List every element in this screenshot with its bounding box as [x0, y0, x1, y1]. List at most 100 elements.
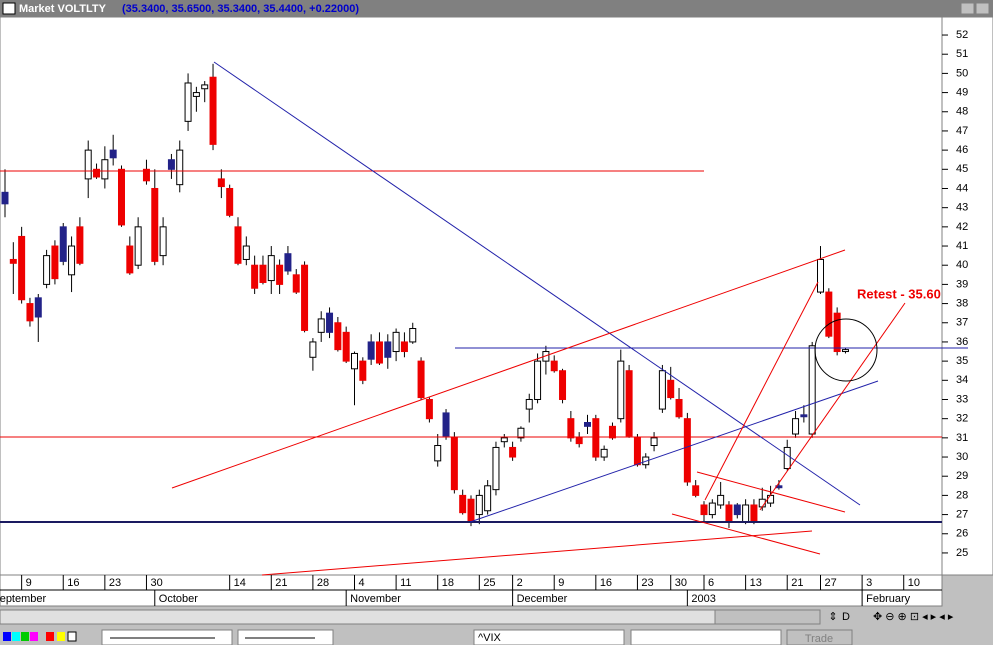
month-label: October	[159, 593, 198, 605]
candle-body	[633, 437, 641, 466]
candle-body	[34, 297, 42, 318]
close-button[interactable]	[975, 2, 990, 15]
y-tick-label: 28	[956, 489, 968, 501]
trade-label: Trade	[805, 633, 833, 645]
candle-body	[425, 398, 433, 420]
x-tick-label: 18	[442, 577, 454, 589]
candle-body	[217, 178, 225, 188]
steep-line	[759, 302, 906, 511]
swatch[interactable]	[21, 632, 29, 641]
candle-body	[151, 187, 159, 262]
y-tick-label: 38	[956, 297, 968, 309]
candle-body	[259, 264, 267, 283]
candle-body	[159, 226, 167, 257]
candle-body	[43, 255, 51, 285]
candle-body	[467, 498, 475, 523]
price-axis	[941, 16, 993, 576]
steep-line	[704, 281, 819, 501]
y-tick-label: 50	[956, 67, 968, 79]
candle-body	[167, 159, 175, 170]
symbol: ^VIX	[478, 632, 502, 644]
month-label: February	[866, 593, 911, 605]
scroll-thumb[interactable]	[714, 609, 821, 625]
candle-body	[492, 446, 500, 491]
swatch[interactable]	[30, 632, 38, 641]
candle-body	[417, 360, 425, 399]
x-tick-label: 27	[825, 577, 837, 589]
swatch[interactable]	[57, 632, 65, 641]
candle-body	[93, 168, 101, 178]
y-tick-label: 40	[956, 259, 968, 271]
downtrend-line	[213, 61, 861, 506]
x-tick-label: 11	[400, 577, 411, 589]
candle-body	[309, 341, 317, 358]
scroll-track[interactable]	[0, 609, 716, 625]
y-tick-label: 45	[956, 163, 968, 175]
candle-body	[142, 168, 150, 182]
trade-button[interactable]	[786, 629, 853, 645]
retest-circle	[814, 318, 878, 382]
candle-body	[841, 349, 849, 353]
x-tick-label: 4	[358, 577, 364, 589]
y-tick-label: 43	[956, 202, 968, 214]
candle-body	[833, 312, 841, 353]
zoom-buttons[interactable]: ✥ ⊖ ⊕ ⊡ ◂ ▸ ◂ ▸	[873, 611, 954, 623]
symbol-select[interactable]	[473, 629, 625, 645]
swatch[interactable]	[67, 631, 77, 642]
y-tick-label: 25	[956, 547, 968, 559]
tool-icons[interactable]	[360, 631, 460, 645]
candle-body	[675, 398, 683, 418]
candle-body	[683, 418, 691, 483]
candle-body	[717, 494, 725, 506]
candle-body	[450, 437, 458, 491]
candle-body	[192, 92, 200, 97]
uptrend-line	[469, 380, 879, 523]
candle-body	[667, 379, 675, 399]
candle-body	[434, 445, 442, 462]
y-tick-label: 52	[956, 29, 968, 41]
candle-body	[359, 360, 367, 381]
candle-body	[1, 191, 9, 205]
candle-body	[176, 149, 184, 186]
candle-body	[242, 245, 250, 260]
candle-body	[575, 437, 583, 445]
x-tick-label: 6	[708, 577, 714, 589]
candle-body	[475, 494, 483, 516]
y-tick-label: 27	[956, 508, 968, 520]
y-tick-label: 42	[956, 221, 968, 233]
candle-body	[400, 341, 408, 353]
candle-body	[509, 446, 517, 458]
candle-body	[317, 318, 325, 333]
window-title: Market VOLTLTY	[19, 3, 107, 15]
period-button[interactable]: D	[842, 611, 850, 623]
swatch[interactable]	[3, 632, 11, 641]
x-tick-label: 3	[866, 577, 872, 589]
trend-lines	[0, 61, 968, 576]
x-tick-label: 30	[675, 577, 687, 589]
y-tick-label: 35	[956, 355, 968, 367]
refresh-button[interactable]: ⇕	[828, 611, 837, 623]
window-icon[interactable]	[2, 2, 16, 15]
x-tick-label: 9	[26, 577, 32, 589]
month-label: November	[350, 593, 401, 605]
candle-body	[84, 149, 92, 180]
restore-button[interactable]	[960, 2, 975, 15]
base-line	[261, 530, 813, 576]
annotation: Retest - 35.60	[857, 286, 941, 301]
candle-body	[442, 412, 450, 437]
wedge-top	[696, 471, 846, 513]
x-tick-label: 21	[275, 577, 287, 589]
candle-body	[384, 341, 392, 358]
security-select[interactable]	[630, 629, 782, 645]
candle-body	[9, 258, 17, 264]
channel-line	[171, 249, 846, 489]
candle-body	[68, 245, 76, 276]
candle-body	[234, 226, 242, 264]
color-swatches	[3, 631, 77, 642]
swatch[interactable]	[12, 632, 20, 641]
x-tick-label: 23	[109, 577, 121, 589]
swatch[interactable]	[46, 632, 54, 641]
x-tick-label: 9	[558, 577, 564, 589]
candle-body	[783, 446, 791, 470]
